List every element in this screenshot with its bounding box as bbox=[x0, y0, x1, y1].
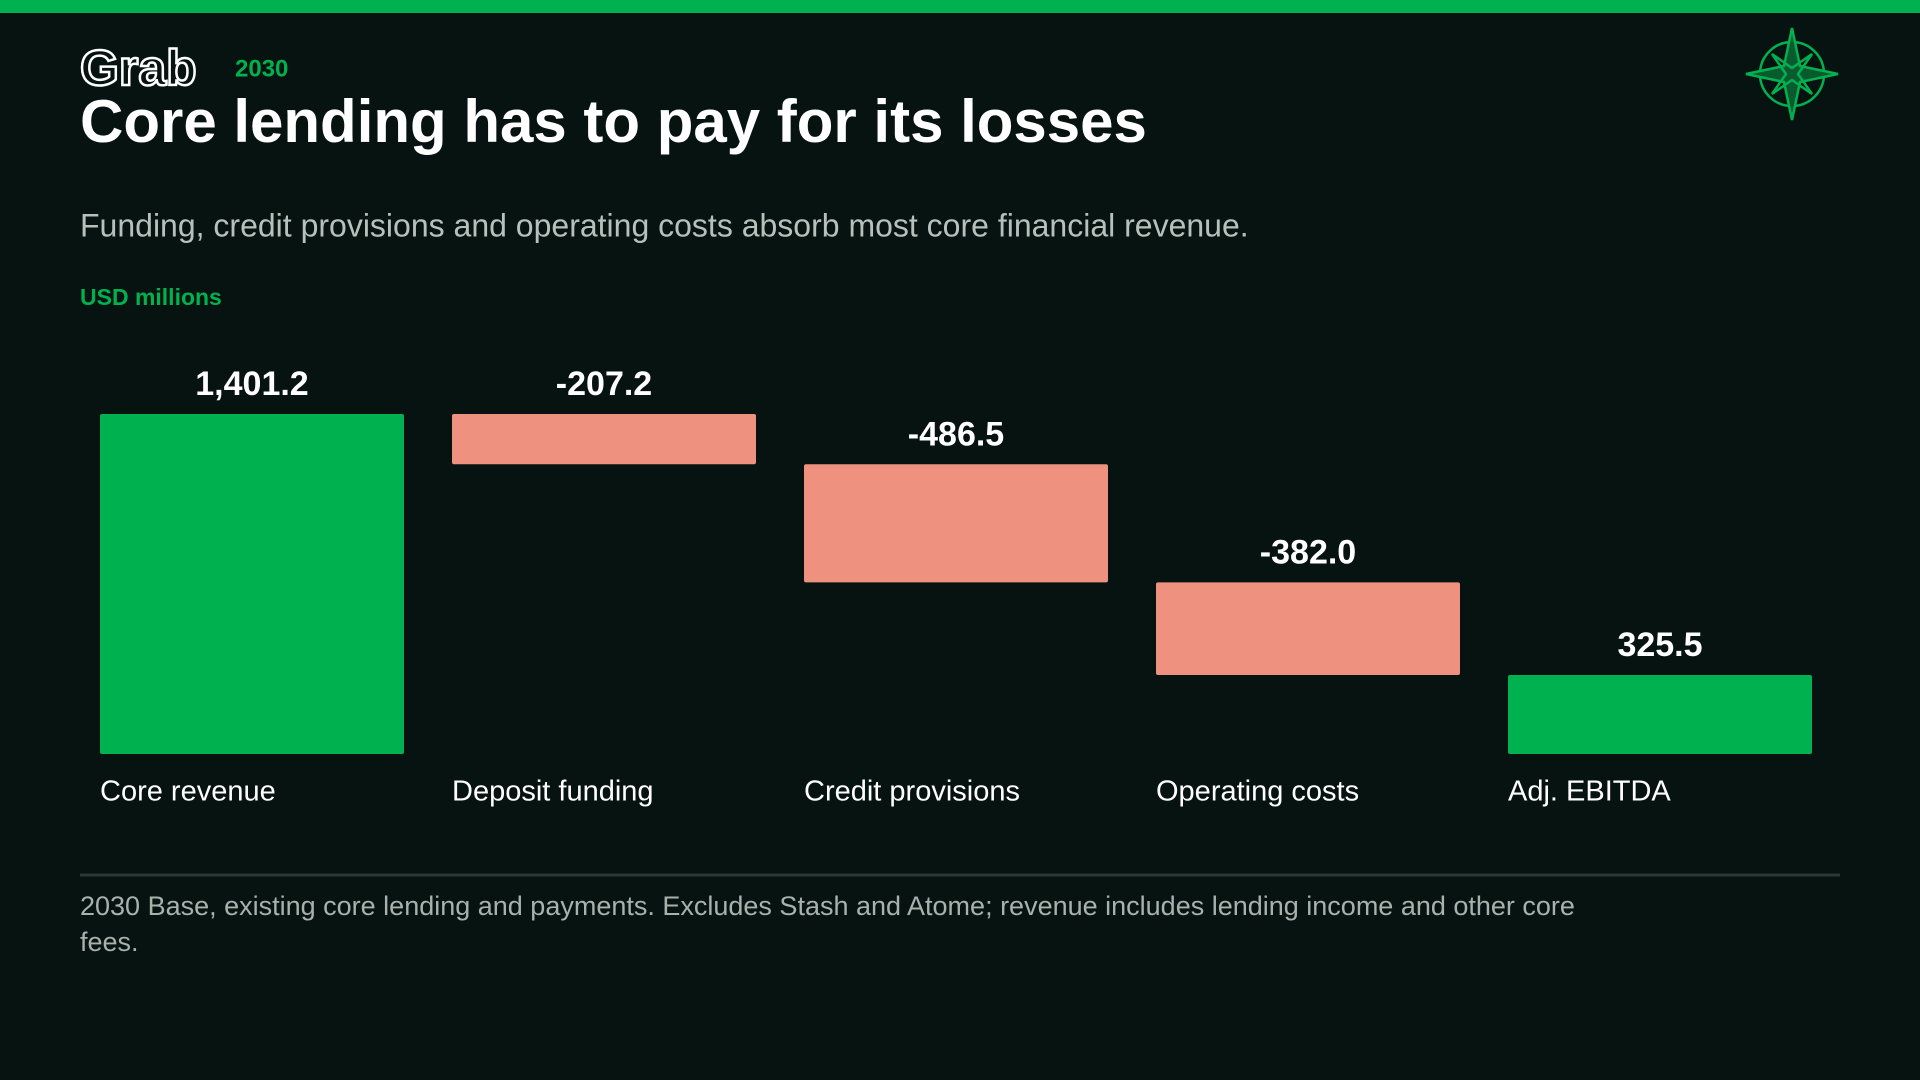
compass-icon bbox=[1745, 27, 1839, 121]
bar bbox=[100, 414, 404, 754]
tag: 2030 bbox=[235, 55, 288, 82]
logo: Grab bbox=[80, 40, 197, 96]
bar bbox=[452, 414, 756, 465]
value-label: -486.5 bbox=[908, 415, 1004, 453]
category-label: Operating costs bbox=[1156, 776, 1359, 808]
bar bbox=[804, 464, 1108, 583]
category-label: Deposit funding bbox=[452, 776, 654, 808]
value-label: 325.5 bbox=[1617, 626, 1702, 664]
chart-title: Core lending has to pay for its losses bbox=[80, 88, 1147, 155]
unit-label: USD millions bbox=[80, 284, 222, 310]
value-label: -207.2 bbox=[556, 365, 652, 403]
category-label: Core revenue bbox=[100, 776, 276, 808]
category-label: Adj. EBITDA bbox=[1508, 776, 1671, 808]
category-label: Credit provisions bbox=[804, 776, 1020, 808]
bar bbox=[1156, 582, 1460, 676]
footnote: 2030 Base, existing core lending and pay… bbox=[80, 891, 1575, 957]
value-label: -382.0 bbox=[1260, 533, 1356, 571]
subtitle: Funding, credit provisions and operating… bbox=[80, 207, 1249, 243]
value-label: 1,401.2 bbox=[195, 365, 308, 403]
top-bar bbox=[0, 0, 1920, 13]
bar bbox=[1508, 675, 1812, 754]
